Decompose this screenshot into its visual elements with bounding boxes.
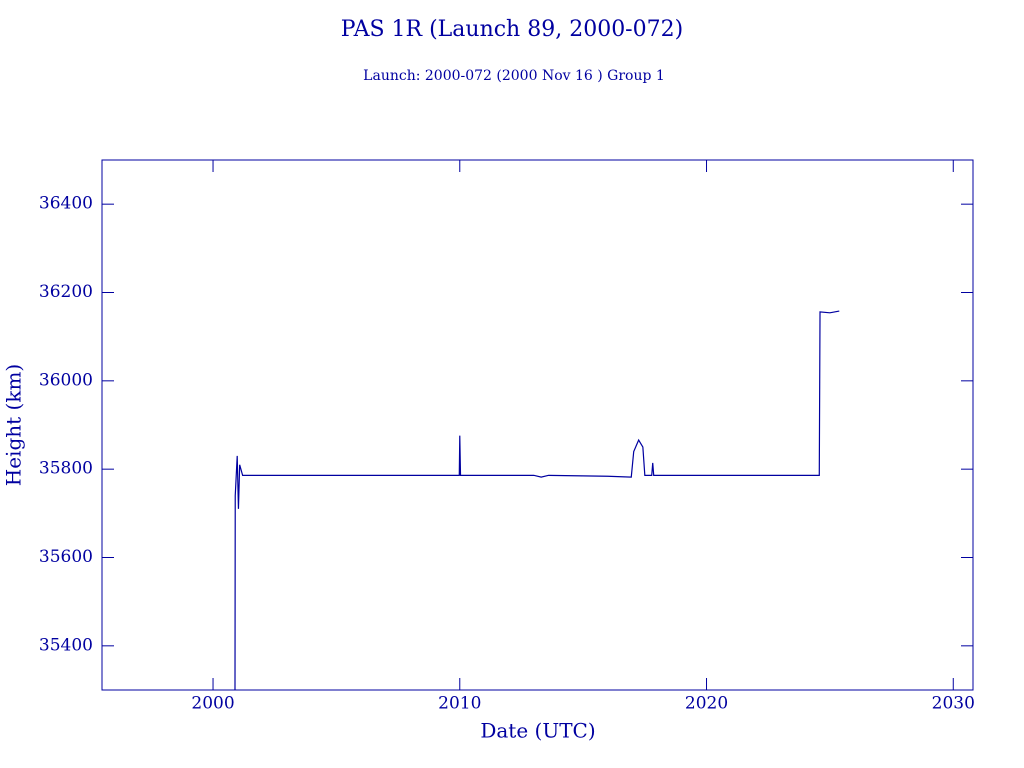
y-tick-label: 35600 — [39, 547, 93, 567]
y-tick-label: 35400 — [39, 635, 93, 655]
data-line — [234, 310, 840, 691]
x-axis-label: Date (UTC) — [480, 719, 595, 743]
y-axis-label: Height (km) — [2, 364, 26, 486]
chart-subtitle: Launch: 2000-072 (2000 Nov 16 ) Group 1 — [363, 68, 665, 84]
chart-title: PAS 1R (Launch 89, 2000-072) — [341, 17, 683, 42]
x-tick-label: 2030 — [932, 694, 975, 714]
x-tick-label: 2010 — [438, 694, 481, 714]
y-tick-label: 36200 — [39, 282, 93, 302]
y-tick-label: 36000 — [39, 370, 93, 390]
plot-frame — [101, 159, 974, 691]
y-tick-label: 35800 — [39, 459, 93, 479]
y-tick-label: 36400 — [39, 194, 93, 214]
x-tick-label: 2020 — [685, 694, 728, 714]
x-tick-label: 2000 — [191, 694, 234, 714]
